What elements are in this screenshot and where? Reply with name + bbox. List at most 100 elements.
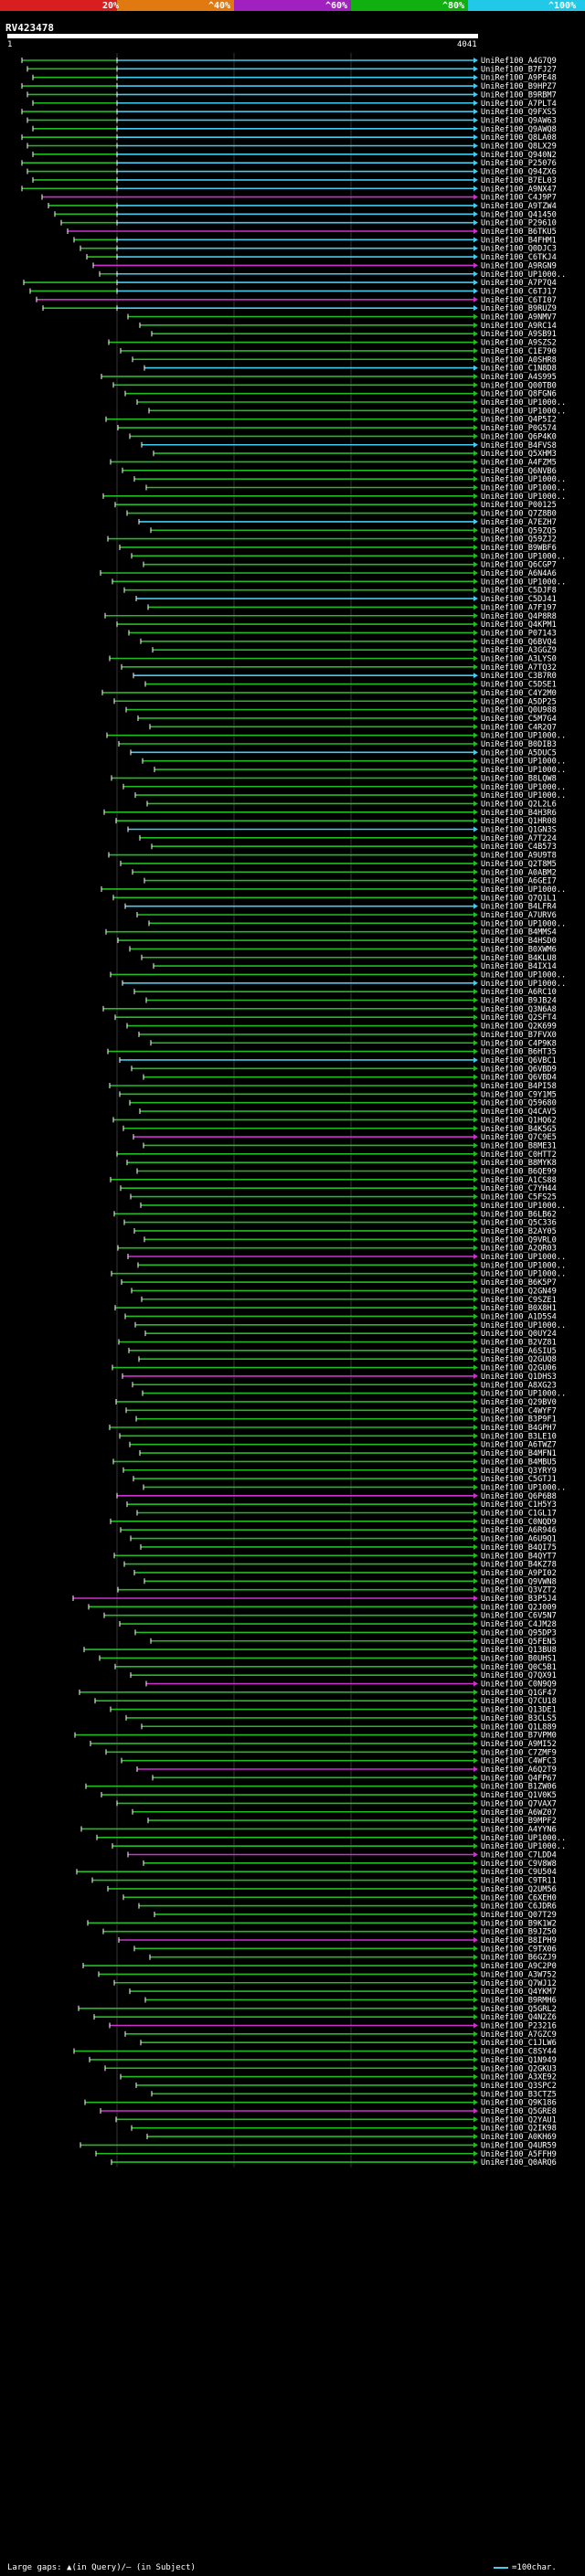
hit-label[interactable]: UniRef100_B4KLU8 — [481, 954, 557, 963]
hit-label[interactable]: UniRef100_B1ZW06 — [481, 1783, 557, 1792]
hit-label[interactable]: UniRef100_C4WYF7 — [481, 1406, 557, 1415]
hit-label[interactable]: UniRef100_Q2UM56 — [481, 1885, 557, 1894]
hit-label[interactable]: UniRef100_Q940N2 — [481, 151, 557, 160]
hit-label[interactable]: UniRef100_C5DJF8 — [481, 587, 557, 596]
hit-label[interactable]: UniRef100_B9K1W2 — [481, 1919, 557, 1928]
hit-label[interactable]: UniRef100_Q00TB0 — [481, 381, 557, 390]
hit-label[interactable]: UniRef100_A9RGN9 — [481, 261, 557, 270]
hit-label[interactable]: UniRef100_Q2GN49 — [481, 1287, 557, 1296]
hit-label[interactable]: UniRef100_A9TZW4 — [481, 202, 557, 211]
hit-label[interactable]: UniRef100_C3B7R0 — [481, 672, 557, 681]
hit-label[interactable]: UniRef100_Q1HQ62 — [481, 1116, 557, 1125]
hit-label[interactable]: UniRef100_B9JZ50 — [481, 1928, 557, 1937]
hit-label[interactable]: UniRef100_A9SB91 — [481, 330, 557, 339]
hit-label[interactable]: UniRef100_B3P5J4 — [481, 1595, 557, 1604]
hit-label[interactable]: UniRef100_B4KZ78 — [481, 1561, 557, 1570]
hit-label[interactable]: UniRef100_UP1000.. — [481, 484, 566, 493]
hit-label[interactable]: UniRef100_Q07T29 — [481, 1911, 557, 1920]
hit-label[interactable]: UniRef100_A3LYS0 — [481, 655, 557, 664]
hit-label[interactable]: UniRef100_B2VZ81 — [481, 1339, 557, 1348]
hit-label[interactable]: UniRef100_Q3N6A8 — [481, 1005, 557, 1014]
hit-label[interactable]: UniRef100_Q4YKM7 — [481, 1988, 557, 1997]
hit-label[interactable]: UniRef100_B9MPF2 — [481, 1817, 557, 1826]
hit-label[interactable]: UniRef100_B8IPH9 — [481, 1936, 557, 1945]
hit-label[interactable]: UniRef100_P25076 — [481, 159, 557, 168]
hit-label[interactable]: UniRef100_B3LE10 — [481, 1432, 557, 1441]
hit-label[interactable]: UniRef100_B9HPZ7 — [481, 82, 557, 91]
hit-label[interactable]: UniRef100_C9Y1M5 — [481, 1090, 557, 1099]
hit-label[interactable]: UniRef100_UP1000.. — [481, 1842, 566, 1851]
hit-label[interactable]: UniRef100_Q2GU06 — [481, 1364, 557, 1373]
hit-label[interactable]: UniRef100_B4FHM1 — [481, 236, 557, 245]
hit-label[interactable]: UniRef100_A5DP25 — [481, 697, 557, 706]
hit-label[interactable]: UniRef100_C0NQD9 — [481, 1518, 557, 1527]
hit-label[interactable]: UniRef100_Q2GKU3 — [481, 2064, 557, 2073]
hit-label[interactable]: UniRef100_A9MI52 — [481, 1740, 557, 1749]
hit-label[interactable]: UniRef100_B7EL03 — [481, 176, 557, 186]
hit-label[interactable]: UniRef100_B6K5P7 — [481, 1278, 557, 1288]
hit-label[interactable]: UniRef100_B4H3R6 — [481, 809, 557, 818]
hit-label[interactable]: UniRef100_Q13BU8 — [481, 1646, 557, 1655]
hit-label[interactable]: UniRef100_Q1L889 — [481, 1723, 557, 1732]
hit-label[interactable]: UniRef100_B4K5G5 — [481, 1125, 557, 1134]
hit-label[interactable]: UniRef100_B8LQW8 — [481, 774, 557, 783]
hit-label[interactable]: UniRef100_C6V5N7 — [481, 1612, 557, 1621]
hit-label[interactable]: UniRef100_B4QI75 — [481, 1543, 557, 1553]
hit-label[interactable]: UniRef100_A0ABM2 — [481, 868, 557, 877]
hit-label[interactable]: UniRef100_Q95DP3 — [481, 1628, 557, 1638]
hit-label[interactable]: UniRef100_A9NMV7 — [481, 313, 557, 323]
hit-label[interactable]: UniRef100_UP1000.. — [481, 1253, 566, 1262]
hit-label[interactable]: UniRef100_Q1DHS3 — [481, 1373, 557, 1382]
hit-label[interactable]: UniRef100_A0KH69 — [481, 2133, 557, 2142]
hit-label[interactable]: UniRef100_C6TI07 — [481, 296, 557, 305]
hit-label[interactable]: UniRef100_UP1000.. — [481, 1202, 566, 1211]
hit-label[interactable]: UniRef100_C4JM28 — [481, 1620, 557, 1629]
hit-label[interactable]: UniRef100_A5DUC5 — [481, 748, 557, 758]
hit-label[interactable]: UniRef100_B6HT35 — [481, 1048, 557, 1057]
hit-label[interactable]: UniRef100_UP1000.. — [481, 783, 566, 792]
hit-label[interactable]: UniRef100_C7YH44 — [481, 1184, 557, 1193]
hit-label[interactable]: UniRef100_Q8LA08 — [481, 133, 557, 143]
hit-label[interactable]: UniRef100_A6R946 — [481, 1526, 557, 1535]
hit-label[interactable]: UniRef100_B0XWM6 — [481, 945, 557, 954]
hit-label[interactable]: UniRef100_UP1000.. — [481, 885, 566, 895]
hit-label[interactable]: UniRef100_Q2T8M5 — [481, 860, 557, 869]
hit-label[interactable]: UniRef100_Q5GRE8 — [481, 2107, 557, 2116]
hit-label[interactable]: UniRef100_C4P9K8 — [481, 1039, 557, 1048]
hit-label[interactable]: UniRef100_UP1000.. — [481, 766, 566, 775]
hit-label[interactable]: UniRef100_B4GPH7 — [481, 1424, 557, 1433]
hit-label[interactable]: UniRef100_Q2L2L6 — [481, 800, 557, 809]
hit-label[interactable]: UniRef100_P00125 — [481, 501, 557, 510]
hit-label[interactable]: UniRef100_A7T224 — [481, 834, 557, 843]
hit-label[interactable]: UniRef100_Q6NVB6 — [481, 467, 557, 476]
hit-label[interactable]: UniRef100_UP1000.. — [481, 1321, 566, 1330]
hit-label[interactable]: UniRef100_Q7QX91 — [481, 1671, 557, 1680]
hit-label[interactable]: UniRef100_A3GGZ9 — [481, 646, 557, 655]
hit-label[interactable]: UniRef100_Q1N949 — [481, 2056, 557, 2065]
hit-label[interactable]: UniRef100_A0SHR8 — [481, 355, 557, 365]
hit-label[interactable]: UniRef100_C6TKJ4 — [481, 253, 557, 262]
hit-label[interactable]: UniRef100_Q1GN3S — [481, 826, 557, 835]
hit-label[interactable]: UniRef100_A3XE92 — [481, 2073, 557, 2083]
hit-label[interactable]: UniRef100_Q7VAX7 — [481, 1799, 557, 1808]
hit-label[interactable]: UniRef100_Q2IK98 — [481, 2125, 557, 2134]
hit-label[interactable]: UniRef100_A7EZH7 — [481, 518, 557, 527]
hit-label[interactable]: UniRef100_A4FZM5 — [481, 458, 557, 467]
hit-label[interactable]: UniRef100_Q6P4K0 — [481, 432, 557, 441]
hit-label[interactable]: UniRef100_B7FJ27 — [481, 65, 557, 74]
hit-label[interactable]: UniRef100_C5DJ41 — [481, 595, 557, 604]
hit-label[interactable]: UniRef100_A9C2P0 — [481, 1962, 557, 1971]
hit-label[interactable]: UniRef100_B6GZJ9 — [481, 1954, 557, 1963]
hit-label[interactable]: UniRef100_Q4CAV5 — [481, 1108, 557, 1117]
hit-label[interactable]: UniRef100_Q4P5I2 — [481, 416, 557, 425]
hit-label[interactable]: UniRef100_Q7C9E5 — [481, 1133, 557, 1142]
hit-label[interactable]: UniRef100_Q4UR59 — [481, 2141, 557, 2150]
hit-label[interactable]: UniRef100_A6U9Q1 — [481, 1535, 557, 1544]
hit-label[interactable]: UniRef100_Q0U988 — [481, 706, 557, 716]
hit-label[interactable]: UniRef100_C1N8D8 — [481, 365, 557, 374]
hit-label[interactable]: UniRef100_A9SZS2 — [481, 339, 557, 348]
hit-label[interactable]: UniRef100_B4PI58 — [481, 1082, 557, 1091]
hit-label[interactable]: UniRef100_Q6P6B8 — [481, 1492, 557, 1501]
hit-label[interactable]: UniRef100_C4B573 — [481, 843, 557, 852]
hit-label[interactable]: UniRef100_UP1000.. — [481, 1270, 566, 1279]
